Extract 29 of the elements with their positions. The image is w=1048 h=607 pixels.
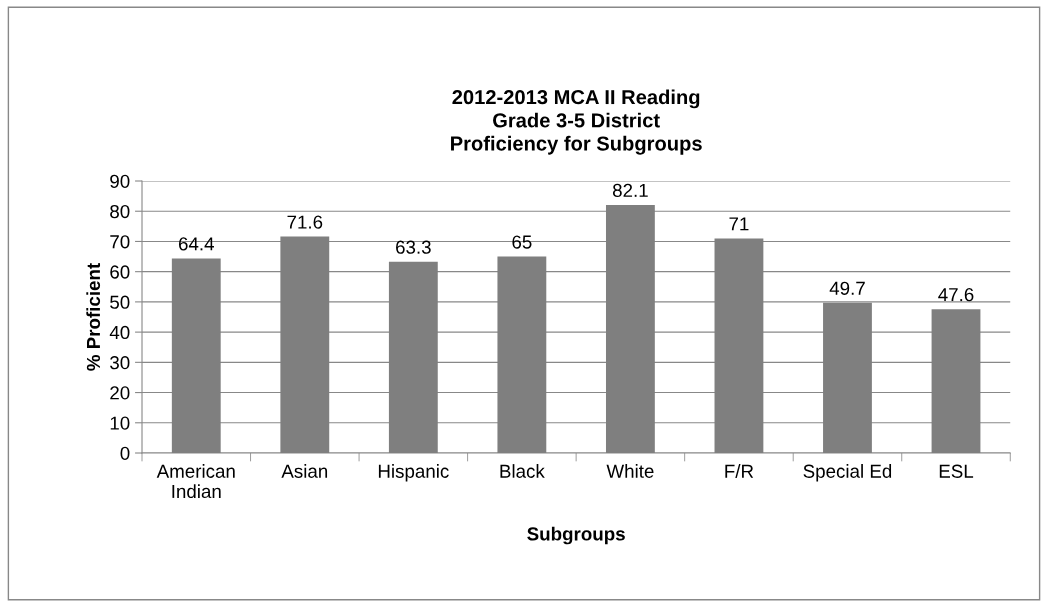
data-label: 82.1 — [612, 183, 648, 198]
data-label: 47.6 — [938, 288, 974, 302]
data-label: 65 — [512, 235, 532, 249]
x-tick-label: ESL — [939, 464, 974, 478]
y-tick-label: 70 — [110, 235, 130, 249]
x-tick-label: Asian — [281, 464, 328, 478]
data-label: 71.6 — [287, 215, 323, 229]
chart-title: 2012-2013 MCA II Reading Grade 3-5 District Proficiency for Subgroups — [451, 89, 702, 155]
y-tick-label: 50 — [110, 295, 130, 309]
x-axis-title: Subgroups — [527, 526, 625, 545]
x-tick-label: White — [606, 464, 654, 478]
data-label: 64.4 — [178, 237, 214, 251]
data-label: 49.7 — [829, 281, 865, 295]
x-tick-label: Hispanic — [378, 464, 449, 482]
x-tick-label: American Indian — [156, 464, 235, 499]
x-tick-label: Special Ed — [803, 464, 892, 482]
y-tick-label: 0 — [120, 446, 130, 460]
y-tick-label: 60 — [110, 265, 130, 279]
y-tick-label: 20 — [110, 386, 130, 400]
y-tick-label: 10 — [110, 416, 130, 430]
y-tick-label: 80 — [110, 204, 130, 219]
y-tick-label: 40 — [109, 325, 130, 340]
y-tick-label: 30 — [110, 356, 130, 370]
y-axis-title: % Proficient — [86, 263, 101, 371]
x-tick-label: F/R — [725, 464, 754, 478]
y-tick-label: 90 — [110, 174, 130, 188]
x-tick-label: Black — [500, 464, 545, 478]
data-label: 71 — [729, 217, 749, 231]
data-label: 63.3 — [396, 240, 431, 254]
